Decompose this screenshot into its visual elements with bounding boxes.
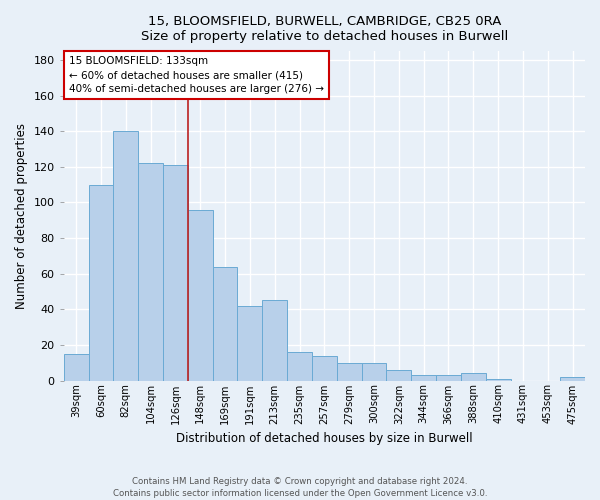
Bar	[212, 266, 238, 380]
Bar	[461, 374, 486, 380]
Bar	[386, 370, 411, 380]
Bar	[262, 300, 287, 380]
Bar	[163, 165, 188, 380]
Bar	[188, 210, 212, 380]
Y-axis label: Number of detached properties: Number of detached properties	[15, 123, 28, 309]
Text: 15 BLOOMSFIELD: 133sqm
← 60% of detached houses are smaller (415)
40% of semi-de: 15 BLOOMSFIELD: 133sqm ← 60% of detached…	[69, 56, 324, 94]
Bar	[436, 375, 461, 380]
Bar	[113, 131, 138, 380]
Bar	[138, 164, 163, 380]
Bar	[560, 377, 585, 380]
Bar	[89, 184, 113, 380]
X-axis label: Distribution of detached houses by size in Burwell: Distribution of detached houses by size …	[176, 432, 473, 445]
Title: 15, BLOOMSFIELD, BURWELL, CAMBRIDGE, CB25 0RA
Size of property relative to detac: 15, BLOOMSFIELD, BURWELL, CAMBRIDGE, CB2…	[141, 15, 508, 43]
Bar	[312, 356, 337, 380]
Bar	[64, 354, 89, 380]
Bar	[486, 378, 511, 380]
Text: Contains HM Land Registry data © Crown copyright and database right 2024.
Contai: Contains HM Land Registry data © Crown c…	[113, 476, 487, 498]
Bar	[287, 352, 312, 380]
Bar	[238, 306, 262, 380]
Bar	[411, 375, 436, 380]
Bar	[362, 362, 386, 380]
Bar	[337, 362, 362, 380]
